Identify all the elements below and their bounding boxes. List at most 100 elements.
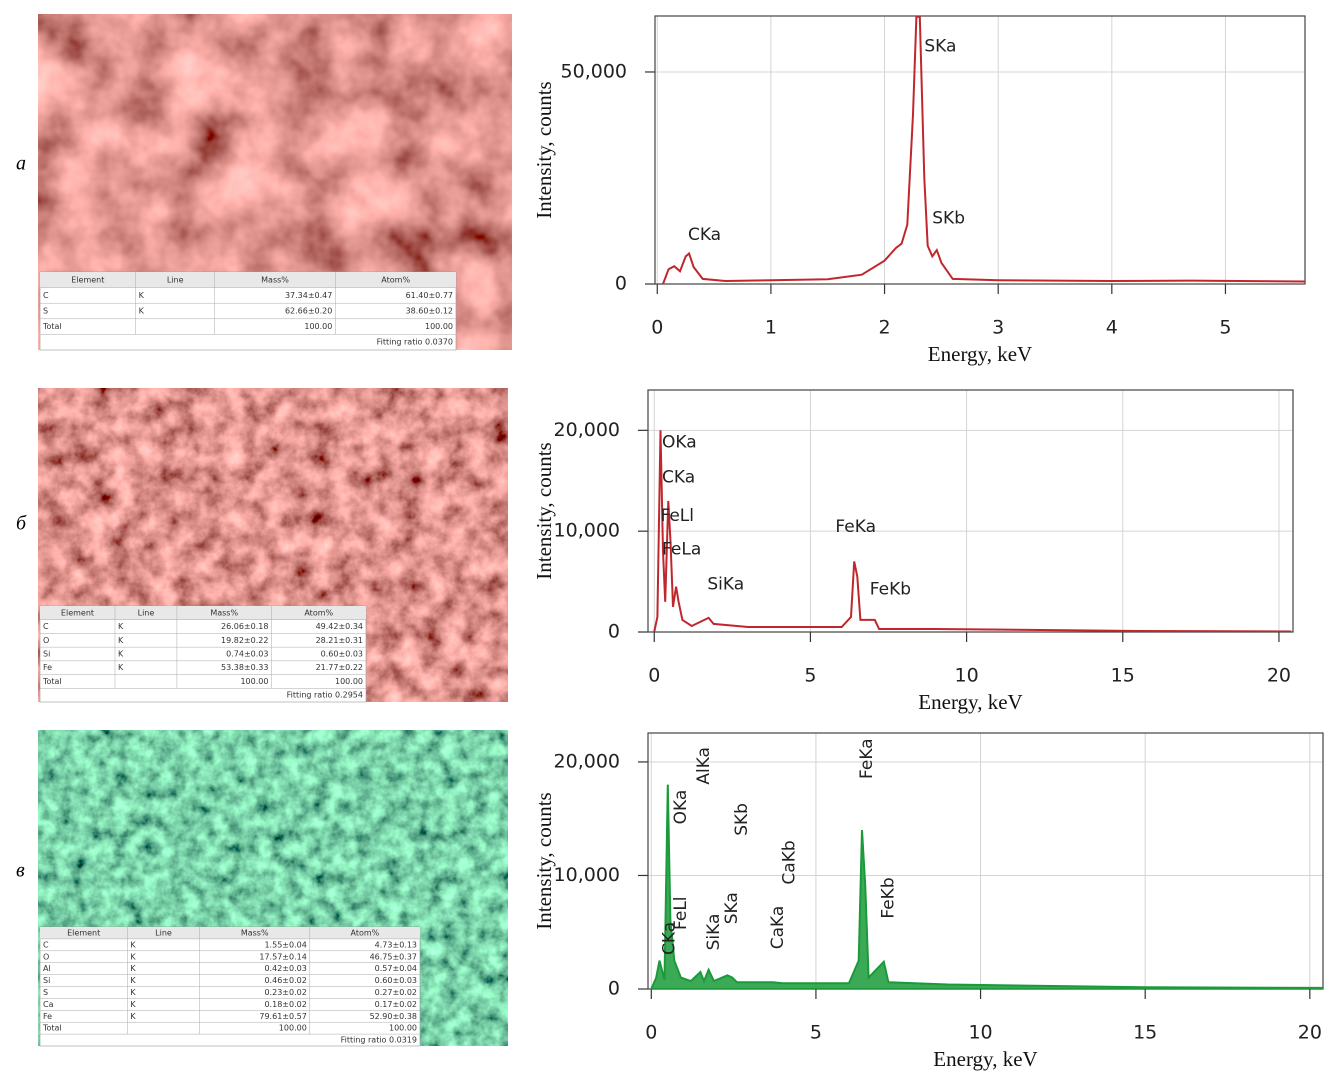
table-header: Mass%: [210, 608, 238, 617]
table-cell: 0.74±0.03: [226, 650, 268, 659]
x-tick-label: 5: [1219, 317, 1231, 339]
table-footer: Fitting ratio 0.0319: [341, 1036, 417, 1045]
x-tick-label: 3: [992, 317, 1004, 339]
table-header: Atom%: [381, 275, 410, 284]
table-header: Line: [138, 608, 155, 617]
table-cell: K: [130, 940, 136, 949]
table-cell: 79.61±0.57: [259, 1012, 306, 1021]
x-tick-label: 20: [1267, 665, 1291, 687]
table-footer: Fitting ratio 0.2954: [287, 691, 363, 700]
x-tick-label: 10: [955, 665, 979, 687]
panel-label: в: [16, 860, 25, 882]
plot-frame: [648, 733, 1323, 989]
data-table: [40, 606, 366, 702]
y-axis-label: Intensity, counts: [532, 792, 556, 929]
table-cell: Total: [42, 1024, 62, 1033]
y-tick-label: 0: [608, 621, 620, 643]
x-tick-label: 15: [1111, 665, 1135, 687]
table-cell: 46.75±0.37: [370, 952, 417, 961]
table-cell: 0.60±0.03: [321, 650, 363, 659]
spectrum-line: [663, 17, 1305, 284]
table-cell: 0.17±0.02: [375, 1000, 417, 1009]
table-cell: K: [118, 650, 124, 659]
table-cell: K: [130, 976, 136, 985]
table-cell: 0.46±0.02: [264, 976, 306, 985]
table-cell: K: [130, 1000, 136, 1009]
peak-label: CKa: [662, 468, 695, 488]
table-cell: S: [43, 307, 48, 316]
table-cell: Total: [42, 677, 62, 686]
panel-label: а: [16, 153, 26, 175]
table-header: Line: [155, 928, 172, 937]
panel-label: б: [16, 513, 27, 535]
x-tick-label: 15: [1133, 1022, 1157, 1044]
table-cell: 100.00: [240, 677, 268, 686]
peak-label: OKa: [671, 790, 691, 825]
figure: аElementLineMass%Atom%CK37.34±0.4761.40±…: [0, 0, 1325, 1075]
table-cell: 0.23±0.02: [264, 988, 306, 997]
table-cell: 100.00: [389, 1024, 417, 1033]
table-cell: C: [43, 291, 49, 300]
table-footer: Fitting ratio 0.0370: [377, 338, 453, 347]
table-cell: 52.90±0.38: [370, 1012, 417, 1021]
table-cell: 0.42±0.03: [264, 964, 306, 973]
table-cell: C: [43, 940, 49, 949]
table-cell: 100.00: [335, 677, 363, 686]
table-cell: K: [118, 663, 124, 672]
table-cell: 100.00: [279, 1024, 307, 1033]
x-tick-label: 10: [968, 1022, 992, 1044]
peak-label: FeKa: [857, 738, 877, 779]
x-axis-label: Energy, keV: [918, 690, 1022, 714]
y-axis-label: Intensity, counts: [532, 81, 556, 218]
table-header: Atom%: [304, 608, 333, 617]
table-cell: K: [130, 1012, 136, 1021]
table-header: Element: [71, 275, 104, 284]
x-tick-label: 5: [804, 665, 816, 687]
x-tick-label: 5: [810, 1022, 822, 1044]
table-header: Mass%: [241, 928, 269, 937]
table-cell: 62.66±0.20: [285, 307, 332, 316]
table-cell: K: [130, 964, 136, 973]
peak-label: SKa: [924, 37, 956, 57]
table-cell: K: [130, 952, 136, 961]
table-cell: O: [43, 952, 49, 961]
table-cell: 1.55±0.04: [264, 940, 306, 949]
table-cell: 0.60±0.03: [375, 976, 417, 985]
x-tick-label: 0: [645, 1022, 657, 1044]
table-cell: 0.57±0.04: [375, 964, 417, 973]
peak-label: AlKa: [694, 747, 714, 785]
y-tick-label: 50,000: [561, 60, 627, 82]
y-tick-label: 0: [615, 273, 627, 295]
table-cell: 38.60±0.12: [406, 307, 453, 316]
table-cell: 4.73±0.13: [375, 940, 417, 949]
table-cell: 19.82±0.22: [221, 636, 268, 645]
peak-label: CKa: [688, 225, 721, 245]
plot-frame: [655, 16, 1305, 284]
y-tick-label: 20,000: [554, 419, 620, 441]
y-axis-label: Intensity, counts: [532, 442, 556, 579]
table-cell: Ca: [43, 1000, 54, 1009]
table-cell: K: [118, 622, 124, 631]
table-cell: 21.77±0.22: [316, 663, 363, 672]
y-tick-label: 10,000: [554, 520, 620, 542]
y-tick-label: 10,000: [554, 864, 620, 886]
x-axis-label: Energy, keV: [933, 1047, 1037, 1071]
table-cell: 53.38±0.33: [221, 663, 268, 672]
table-cell: K: [139, 291, 145, 300]
peak-label: SKb: [932, 208, 965, 228]
table-header: Mass%: [261, 275, 289, 284]
x-tick-label: 20: [1298, 1022, 1322, 1044]
spectrum-area: [651, 785, 1323, 989]
table-cell: 0.27±0.02: [375, 988, 417, 997]
table-cell: 26.06±0.18: [221, 622, 268, 631]
table-cell: 61.40±0.77: [406, 291, 453, 300]
x-tick-label: 1: [765, 317, 777, 339]
table-cell: Si: [43, 976, 50, 985]
table-cell: O: [43, 636, 49, 645]
table-cell: 100.00: [425, 322, 453, 331]
table-header: Line: [167, 275, 184, 284]
table-cell: Si: [43, 650, 50, 659]
table-cell: K: [139, 307, 145, 316]
table-cell: C: [43, 622, 49, 631]
peak-label: CaKb: [780, 840, 800, 884]
